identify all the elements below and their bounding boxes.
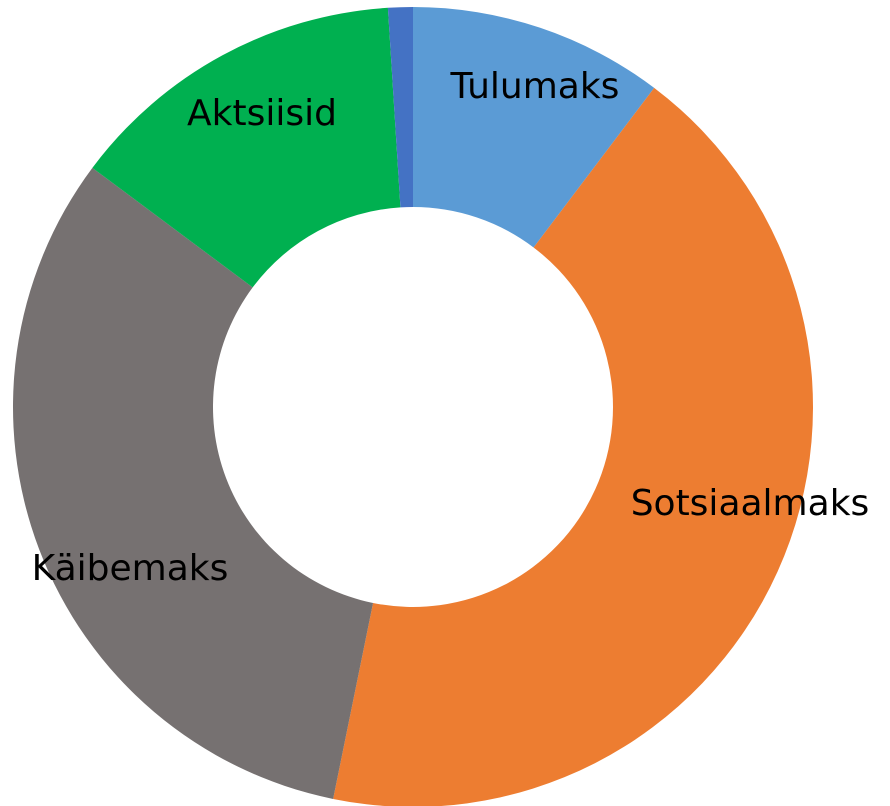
slice-label: Tulumaks <box>450 66 620 107</box>
donut-slice <box>13 167 374 799</box>
slice-label: Sotsiaalmaks <box>631 483 870 524</box>
donut-slice <box>333 87 813 806</box>
donut-slice <box>92 7 401 288</box>
donut-slice <box>413 7 655 248</box>
donut-slice <box>387 7 413 208</box>
slice-label: Käibemaks <box>32 548 229 589</box>
slice-label: Aktsiisid <box>187 93 337 134</box>
